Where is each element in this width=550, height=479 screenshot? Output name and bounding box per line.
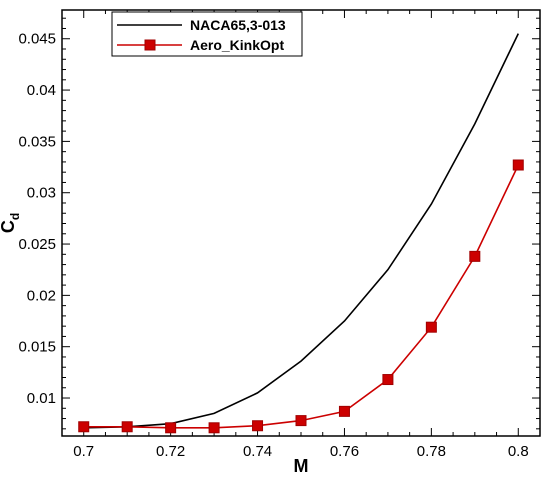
y-tick-label: 0.015 [18, 339, 56, 356]
aero-data-point [78, 421, 90, 433]
x-tick-label: 0.76 [330, 443, 359, 460]
y-tick-label: 0.03 [27, 185, 56, 202]
y-tick-label: 0.04 [27, 82, 56, 99]
y-tick-label: 0.01 [27, 390, 56, 407]
aero-data-point [121, 421, 133, 433]
aero-data-point [469, 250, 481, 262]
x-tick-label: 0.8 [508, 443, 529, 460]
aero-data-point [425, 321, 437, 333]
y-tick-label: 0.02 [27, 287, 56, 304]
plot-frame [61, 9, 541, 437]
x-tick-label: 0.74 [243, 443, 272, 460]
y-axis-title-main: C [0, 220, 18, 233]
aero-data-point [512, 159, 524, 171]
aero-data-point [382, 374, 394, 386]
y-axis-title-sub: d [8, 213, 22, 220]
ticks-layer: 0.7 0.72 0.74 0.76 0.78 0.8 0.01 0.015 0.02 0.025… [18, 10, 540, 460]
x-tick-label: 0.78 [417, 443, 446, 460]
legend-label-naca: NACA65,3-013 [190, 17, 286, 33]
series-line-aero [83, 164, 520, 429]
x-tick-label: 0.72 [156, 443, 185, 460]
legend: NACA65,3-013 Aero_KinkOpt [111, 11, 303, 57]
legend-label-aero: Aero_KinkOpt [190, 37, 284, 53]
x-axis-title: M [294, 456, 309, 476]
y-axis-title: Cd [0, 213, 22, 233]
y-tick-label: 0.035 [18, 133, 56, 150]
y-tick-label: 0.045 [18, 31, 56, 48]
aero-data-point [165, 422, 177, 434]
y-tick-label: 0.025 [18, 236, 56, 253]
series-line-naca [83, 33, 520, 429]
aero-data-point [338, 405, 350, 417]
legend-marker-aero [144, 39, 156, 51]
series-layer [78, 33, 524, 434]
legend-box [111, 11, 303, 57]
aero-data-point [295, 415, 307, 427]
x-tick-label: 0.7 [73, 443, 94, 460]
aero-data-point [208, 422, 220, 434]
aero-data-point [252, 420, 264, 432]
